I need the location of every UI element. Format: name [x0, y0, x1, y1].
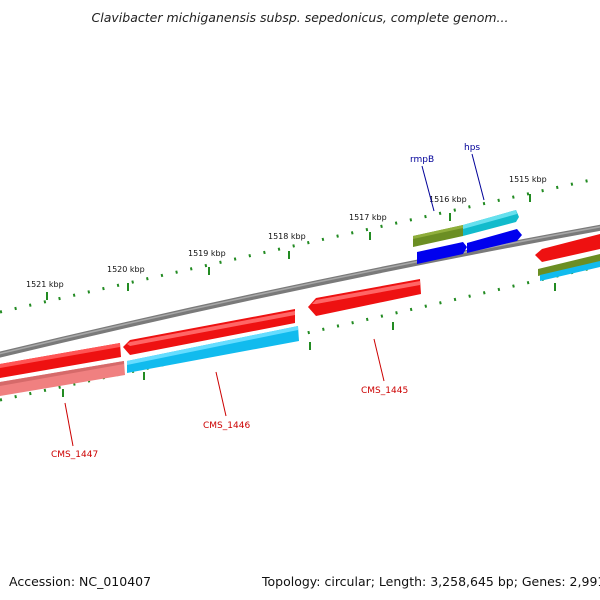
gene-feature-hps[interactable] [467, 229, 522, 253]
inner-major-ticks [62, 283, 556, 397]
genome-backbone [0, 224, 600, 358]
gene-label-hps[interactable]: hps [464, 143, 480, 153]
label-leaders [64, 153, 485, 447]
scale-tick-label: 1515 kbp [509, 175, 547, 184]
gene-feature-pink-lower[interactable] [0, 361, 125, 396]
map-title: Clavibacter michiganensis subsp. sepedon… [91, 10, 509, 25]
leader-CMS_1446 [215, 371, 227, 417]
gene-feature-cyan-lower-shade [127, 326, 298, 365]
leader-CMS_1445 [373, 338, 385, 382]
gene-label-CMS_1446[interactable]: CMS_1446 [203, 421, 250, 431]
gene-label-CMS_1445[interactable]: CMS_1445 [361, 386, 408, 396]
gene-feature-right-red[interactable] [535, 234, 600, 262]
gene-feature-CMS_1446-shade [127, 311, 295, 346]
scale-tick-label: 1517 kbp [349, 213, 387, 222]
leader-hps [471, 153, 485, 201]
scale-tick-label: 1521 kbp [26, 280, 64, 289]
scale-tick-label: 1520 kbp [107, 265, 145, 274]
gene-feature-pink-lower-shade [0, 361, 124, 386]
leader-rmpB [421, 165, 435, 212]
scale-tick-label: 1518 kbp [268, 232, 306, 241]
gene-feature-rmpB[interactable] [417, 242, 467, 264]
gene-feature-hps-shade [463, 210, 517, 229]
scale-tick-label: 1519 kbp [188, 249, 226, 258]
accession-text: Accession: NC_010407 [9, 574, 152, 589]
gene-label-CMS_1447[interactable]: CMS_1447 [51, 450, 98, 460]
gene-label-rmpB[interactable]: rmpB [410, 155, 434, 165]
outer-major-ticks [46, 194, 531, 300]
gene-feature-rmpB-shade [413, 225, 463, 239]
leader-CMS_1447 [64, 402, 74, 447]
scale-tick-label: 1516 kbp [429, 195, 467, 204]
topology-summary-text: Topology: circular; Length: 3,258,645 bp… [262, 574, 600, 589]
genome-backbone-highlight [0, 226, 600, 355]
gene-feature-right-cyan[interactable] [540, 261, 600, 281]
gene-feature-right-olive[interactable] [538, 254, 600, 276]
gene-feature-CMS_1447-shade [0, 343, 120, 368]
gene-feature-CMS_1445-shade [312, 281, 420, 304]
